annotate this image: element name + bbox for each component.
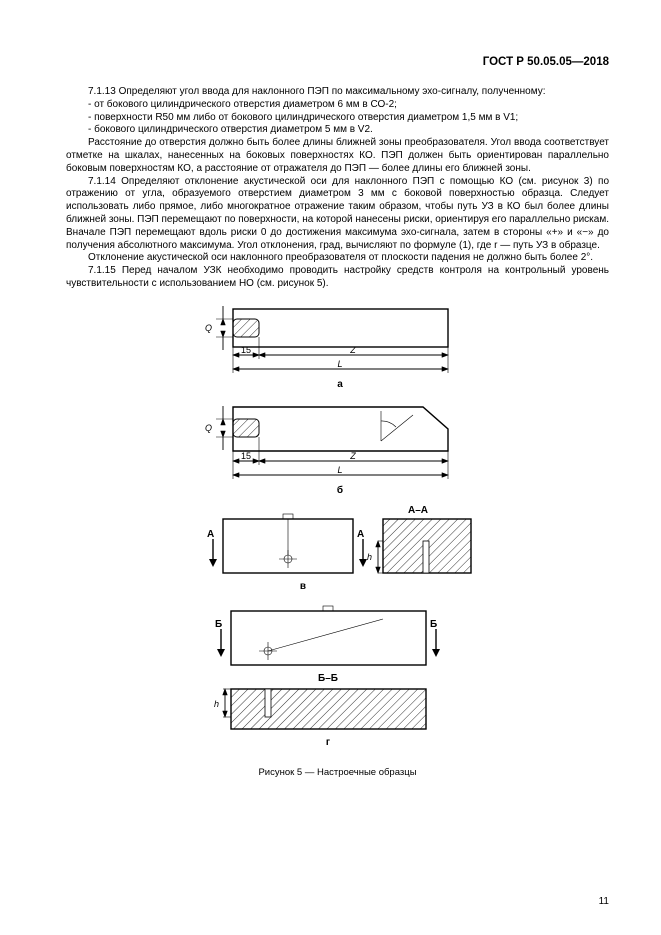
page: ГОСТ Р 50.05.05—2018 7.1.13 Определяют у…	[0, 0, 661, 935]
dim-Q-b: Q	[204, 423, 211, 433]
para-distance: Расстояние до отверстия должно быть боле…	[66, 137, 609, 175]
bullet-1: - от бокового цилиндрического отверстия …	[66, 99, 609, 112]
dim-h-v: h	[366, 552, 371, 562]
para-7-1-13: 7.1.13 Определяют угол ввода для наклонн…	[66, 86, 609, 99]
para-7-1-14: 7.1.14 Определяют отклонение акустическо…	[66, 176, 609, 253]
panel-v: А–А А А	[207, 505, 471, 592]
label-v: в	[299, 581, 305, 592]
label-B-right: Б	[430, 619, 437, 630]
figure-caption: Рисунок 5 — Настроечные образцы	[258, 767, 416, 778]
dim-Z-b: Z	[349, 451, 356, 461]
figure-5: Q 15 Z L а	[66, 301, 609, 778]
bullet-3: - бокового цилиндрического отверстия диа…	[66, 124, 609, 137]
standard-code: ГОСТ Р 50.05.05—2018	[66, 56, 609, 68]
label-AA: А–А	[407, 505, 427, 516]
label-A-right: А	[357, 529, 364, 540]
bullet-2: - поверхности R50 мм либо от бокового ци…	[66, 112, 609, 125]
panel-g: Б Б Б–Б h г	[213, 606, 439, 748]
label-g: г	[325, 737, 329, 748]
panel-a: Q 15 Z L а	[204, 306, 447, 390]
dim-Q-a: Q	[204, 323, 211, 333]
page-number: 11	[599, 896, 609, 907]
figure-svg: Q 15 Z L а	[183, 301, 493, 761]
dim-15-a: 15	[240, 345, 250, 355]
para-7-1-15: 7.1.15 Перед началом УЗК необходимо пров…	[66, 265, 609, 291]
label-a: а	[337, 379, 343, 390]
dim-15-b: 15	[240, 451, 250, 461]
label-B-left: Б	[215, 619, 222, 630]
dim-L-a: L	[337, 359, 342, 369]
dim-Z-a: Z	[349, 345, 356, 355]
para-deviation: Отклонение акустической оси наклонного п…	[66, 252, 609, 265]
label-A-left: А	[207, 529, 214, 540]
dim-L-b: L	[337, 465, 342, 475]
label-b: б	[336, 484, 342, 496]
label-BB: Б–Б	[318, 673, 338, 684]
body-text: 7.1.13 Определяют угол ввода для наклонн…	[66, 86, 609, 291]
dim-h-g: h	[213, 699, 218, 709]
panel-b: Q 15 Z L б	[204, 406, 447, 496]
